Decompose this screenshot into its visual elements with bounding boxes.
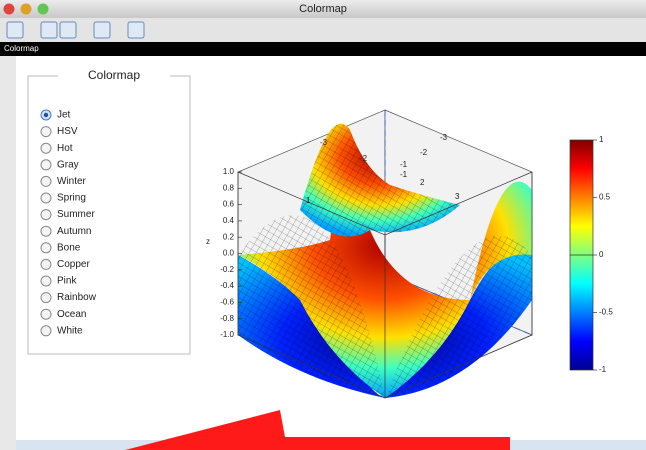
radio-label[interactable]: Winter — [57, 176, 87, 187]
y-tick-label: -3 — [440, 133, 448, 142]
tool-zoom-in[interactable] — [41, 22, 57, 38]
z-tick-label: -0.8 — [220, 314, 234, 323]
radio-button[interactable] — [41, 226, 51, 236]
header-bar — [0, 42, 646, 56]
radio-button[interactable] — [41, 309, 51, 319]
radio-button[interactable] — [41, 326, 51, 336]
x-tick-label: -1 — [400, 170, 408, 179]
radio-label[interactable]: Bone — [57, 242, 81, 253]
radio-label[interactable]: Jet — [57, 110, 71, 121]
tool-window[interactable] — [94, 22, 110, 38]
colorbar-tick-label: 0 — [599, 250, 604, 259]
z-tick-label: -0.2 — [220, 265, 234, 274]
screen: Colormap Colormap Colormap Jet HSV Hot Gray… — [0, 0, 646, 450]
radio-label[interactable]: Gray — [57, 159, 79, 170]
y-tick-label: 3 — [455, 192, 460, 201]
x-tick-label: -2 — [360, 154, 368, 163]
group-title: Colormap — [88, 68, 140, 82]
y-tick-label: 1 — [306, 196, 311, 205]
radio-button[interactable] — [41, 259, 51, 269]
header-title: Colormap — [4, 44, 39, 53]
close-button[interactable] — [4, 4, 15, 15]
radio-button[interactable] — [41, 143, 51, 153]
radio-label[interactable]: HSV — [57, 126, 78, 137]
y-tick-label: -1 — [400, 160, 408, 169]
zoom-button[interactable] — [38, 4, 49, 15]
radio-label[interactable]: Pink — [57, 276, 77, 287]
tool-help[interactable] — [128, 22, 144, 38]
tool-zoom-out[interactable] — [60, 22, 76, 38]
z-tick-label: -0.4 — [220, 281, 234, 290]
z-tick-label: 0.0 — [223, 249, 235, 258]
radio-button[interactable] — [41, 193, 51, 203]
radio-button[interactable] — [41, 293, 51, 303]
radio-button[interactable] — [41, 127, 51, 137]
window-title: Colormap — [299, 3, 347, 15]
window: Colormap Colormap Colormap Jet HSV Hot Gray… — [0, 0, 646, 450]
colorbar-tick-label: 1 — [599, 135, 604, 144]
radio-label[interactable]: Spring — [57, 193, 86, 204]
radio-button[interactable] — [41, 176, 51, 186]
z-tick-label: 0.2 — [223, 232, 235, 241]
radio-label[interactable]: Summer — [57, 209, 95, 220]
colorbar-tick-label: -0.5 — [599, 308, 613, 317]
z-label: z — [206, 237, 210, 246]
radio-label[interactable]: Hot — [57, 143, 73, 154]
tool-rotate[interactable] — [7, 22, 23, 38]
radio-button[interactable] — [41, 276, 51, 286]
z-tick-label: 0.8 — [223, 183, 235, 192]
z-tick-label: 0.6 — [223, 200, 235, 209]
radio-label[interactable]: Ocean — [57, 309, 86, 320]
radio-label[interactable]: Rainbow — [57, 292, 97, 303]
y-tick-label: -2 — [420, 148, 428, 157]
x-tick-label: -3 — [320, 138, 328, 147]
radio-button[interactable] — [41, 243, 51, 253]
radio-dot — [44, 113, 48, 117]
radio-button[interactable] — [41, 210, 51, 220]
radio-label[interactable]: Copper — [57, 259, 90, 270]
minimize-button[interactable] — [21, 4, 32, 15]
colorbar-tick-label: -1 — [599, 365, 607, 374]
y-tick-label: 2 — [420, 178, 425, 187]
radio-button[interactable] — [41, 160, 51, 170]
colorbar-tick-label: 0.5 — [599, 193, 611, 202]
z-tick-label: -1.0 — [220, 330, 234, 339]
z-tick-label: 0.4 — [223, 216, 235, 225]
z-tick-label: 1.0 — [223, 167, 235, 176]
z-tick-label: -0.6 — [220, 298, 234, 307]
radio-label[interactable]: White — [57, 325, 83, 336]
radio-label[interactable]: Autumn — [57, 226, 91, 237]
